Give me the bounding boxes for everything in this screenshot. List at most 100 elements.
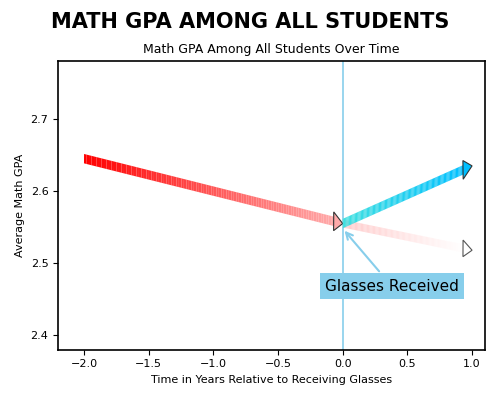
FancyArrow shape bbox=[242, 194, 244, 204]
FancyArrow shape bbox=[356, 212, 357, 222]
FancyArrow shape bbox=[179, 178, 182, 188]
FancyArrow shape bbox=[457, 167, 458, 177]
FancyArrow shape bbox=[348, 216, 350, 226]
FancyArrow shape bbox=[182, 178, 184, 188]
FancyArrow shape bbox=[360, 223, 361, 231]
FancyArrow shape bbox=[348, 220, 349, 229]
FancyArrow shape bbox=[184, 179, 186, 189]
FancyArrow shape bbox=[412, 187, 414, 197]
FancyArrow shape bbox=[369, 225, 370, 233]
FancyArrow shape bbox=[132, 166, 134, 176]
FancyArrow shape bbox=[409, 189, 410, 199]
FancyArrow shape bbox=[357, 212, 358, 222]
FancyArrow shape bbox=[212, 186, 214, 196]
FancyArrow shape bbox=[374, 226, 375, 234]
FancyArrow shape bbox=[450, 242, 451, 250]
FancyArrow shape bbox=[375, 204, 376, 214]
FancyArrow shape bbox=[452, 170, 454, 179]
FancyArrow shape bbox=[403, 232, 404, 240]
FancyArrow shape bbox=[463, 240, 472, 257]
FancyArrow shape bbox=[346, 220, 348, 228]
FancyArrow shape bbox=[276, 202, 279, 212]
FancyArrow shape bbox=[344, 218, 345, 228]
FancyArrow shape bbox=[149, 170, 152, 180]
FancyArrow shape bbox=[346, 217, 348, 227]
FancyArrow shape bbox=[386, 199, 388, 209]
FancyArrow shape bbox=[331, 216, 334, 226]
FancyArrow shape bbox=[116, 162, 119, 172]
FancyArrow shape bbox=[229, 190, 232, 200]
FancyArrow shape bbox=[409, 233, 410, 242]
FancyArrow shape bbox=[252, 196, 254, 206]
FancyArrow shape bbox=[169, 175, 172, 185]
FancyArrow shape bbox=[375, 226, 376, 234]
FancyArrow shape bbox=[264, 199, 266, 209]
FancyArrow shape bbox=[463, 160, 472, 179]
FancyArrow shape bbox=[274, 202, 276, 212]
FancyArrow shape bbox=[438, 239, 439, 247]
FancyArrow shape bbox=[162, 173, 164, 183]
FancyArrow shape bbox=[442, 240, 444, 248]
FancyArrow shape bbox=[394, 230, 396, 238]
FancyArrow shape bbox=[206, 185, 209, 195]
FancyArrow shape bbox=[224, 189, 226, 199]
FancyArrow shape bbox=[451, 170, 452, 180]
FancyArrow shape bbox=[326, 215, 328, 225]
FancyArrow shape bbox=[452, 242, 454, 250]
FancyArrow shape bbox=[324, 214, 326, 224]
FancyArrow shape bbox=[410, 234, 412, 242]
FancyArrow shape bbox=[354, 222, 355, 230]
FancyArrow shape bbox=[451, 242, 452, 250]
FancyArrow shape bbox=[114, 162, 116, 172]
FancyArrow shape bbox=[416, 235, 418, 243]
FancyArrow shape bbox=[370, 206, 372, 216]
FancyArrow shape bbox=[462, 165, 463, 175]
FancyArrow shape bbox=[301, 208, 304, 218]
FancyArrow shape bbox=[112, 161, 114, 171]
FancyArrow shape bbox=[209, 185, 212, 195]
FancyArrow shape bbox=[428, 180, 430, 190]
FancyArrow shape bbox=[385, 200, 386, 210]
FancyArrow shape bbox=[84, 154, 86, 164]
FancyArrow shape bbox=[408, 189, 409, 199]
FancyArrow shape bbox=[404, 232, 406, 240]
FancyArrow shape bbox=[164, 174, 166, 184]
FancyArrow shape bbox=[382, 201, 384, 210]
FancyArrow shape bbox=[152, 171, 154, 181]
FancyArrow shape bbox=[446, 172, 448, 182]
FancyArrow shape bbox=[86, 155, 89, 164]
FancyArrow shape bbox=[411, 188, 412, 198]
FancyArrow shape bbox=[396, 230, 397, 239]
FancyArrow shape bbox=[268, 200, 272, 210]
FancyArrow shape bbox=[454, 168, 456, 178]
FancyArrow shape bbox=[129, 165, 132, 175]
FancyArrow shape bbox=[194, 182, 196, 192]
FancyArrow shape bbox=[391, 197, 392, 207]
FancyArrow shape bbox=[316, 212, 318, 222]
FancyArrow shape bbox=[104, 159, 106, 169]
FancyArrow shape bbox=[445, 241, 446, 249]
FancyArrow shape bbox=[109, 160, 112, 170]
FancyArrow shape bbox=[256, 197, 259, 207]
FancyArrow shape bbox=[458, 167, 460, 177]
FancyArrow shape bbox=[372, 205, 374, 215]
FancyArrow shape bbox=[392, 230, 394, 238]
FancyArrow shape bbox=[261, 198, 264, 208]
FancyArrow shape bbox=[304, 209, 306, 219]
FancyArrow shape bbox=[392, 196, 394, 206]
FancyArrow shape bbox=[236, 192, 239, 202]
FancyArrow shape bbox=[174, 176, 176, 186]
FancyArrow shape bbox=[397, 194, 398, 204]
FancyArrow shape bbox=[456, 243, 457, 251]
FancyArrow shape bbox=[393, 196, 394, 206]
FancyArrow shape bbox=[426, 237, 427, 245]
FancyArrow shape bbox=[368, 207, 370, 217]
FancyArrow shape bbox=[427, 237, 428, 245]
FancyArrow shape bbox=[391, 230, 392, 238]
FancyArrow shape bbox=[360, 210, 362, 220]
FancyArrow shape bbox=[321, 214, 324, 224]
FancyArrow shape bbox=[136, 167, 139, 177]
FancyArrow shape bbox=[192, 181, 194, 191]
FancyArrow shape bbox=[384, 228, 385, 236]
FancyArrow shape bbox=[99, 158, 102, 168]
